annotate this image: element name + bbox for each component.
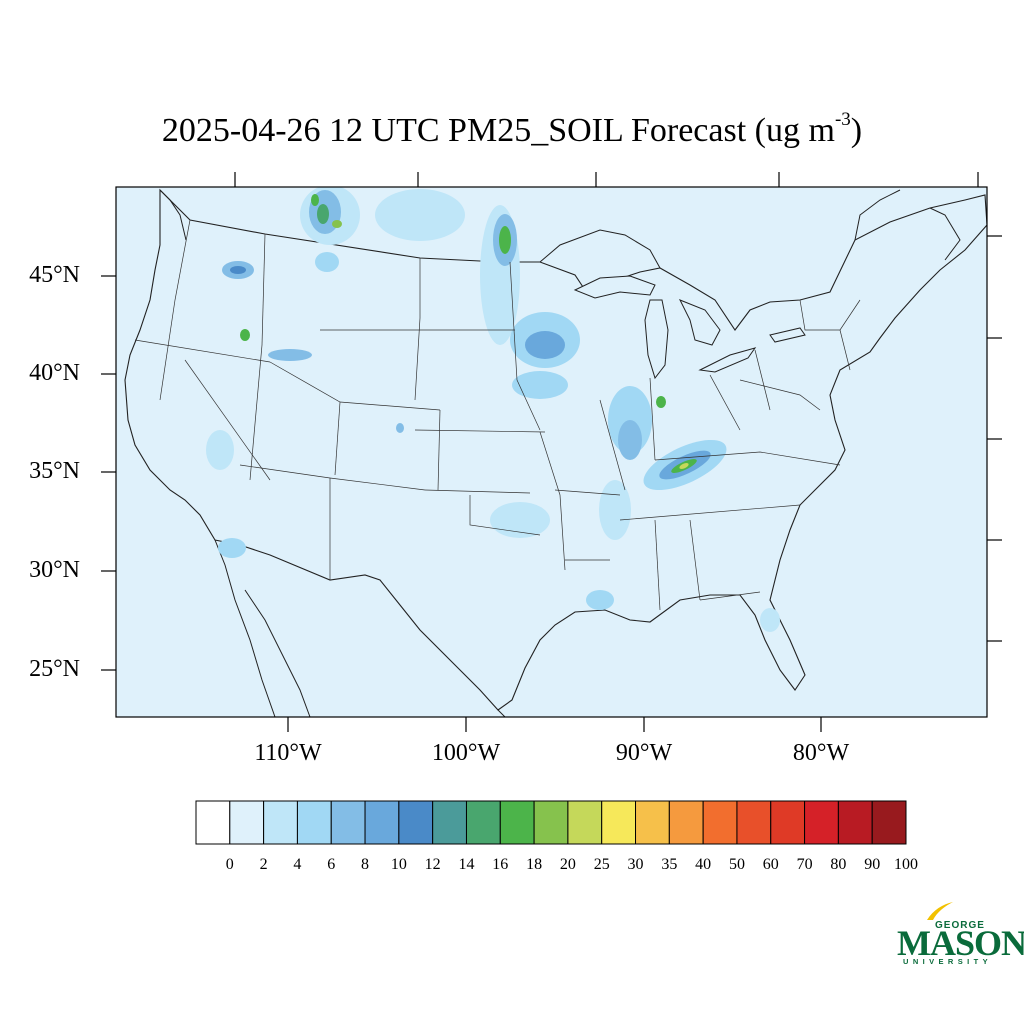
- colorbar-box: [195, 800, 231, 845]
- colorbar-box: [364, 800, 400, 845]
- lake-ontario: [769, 327, 806, 343]
- colorbar-box: [668, 800, 704, 845]
- swoosh-icon: [927, 902, 953, 920]
- colorbar-box: [770, 800, 806, 845]
- colorbar-box: [499, 800, 535, 845]
- colorbar-tick-label: 25: [593, 856, 610, 873]
- colorbar-box: [296, 800, 332, 845]
- colorbar-tick-label: 8: [361, 856, 370, 873]
- colorbar-box: [398, 800, 434, 845]
- lat-label-25: 25°N: [29, 656, 80, 682]
- canada-coast: [159, 189, 961, 269]
- colorbar-box: [871, 800, 907, 845]
- lat-label-35: 35°N: [29, 458, 80, 484]
- colorbar-tick-label: 60: [762, 856, 779, 873]
- colorbar-box: [229, 800, 265, 845]
- colorbar-tick-label: 40: [695, 856, 712, 873]
- colorbar-box: [263, 800, 298, 845]
- logo-george: GEORGE: [935, 920, 985, 931]
- map-title: 2025-04-26 12 UTC PM25_SOIL Forecast (ug…: [161, 108, 863, 149]
- colorbar-tick-label: 100: [894, 856, 918, 873]
- colorbar-box: [601, 800, 637, 845]
- colorbar-box: [533, 800, 569, 845]
- colorbar-box: [465, 800, 501, 845]
- lon-label-90: 90°W: [615, 740, 673, 766]
- colorbar-box: [702, 800, 738, 845]
- colorbar-tick-label: 6: [327, 856, 336, 873]
- colorbar-box: [330, 800, 366, 845]
- lake-erie: [698, 347, 757, 373]
- colorbar-box: [736, 800, 772, 845]
- lon-label-100: 100°W: [431, 740, 501, 766]
- lon-label-80: 80°W: [792, 740, 850, 766]
- colorbar-tick-label: 20: [559, 856, 576, 873]
- colorbar-tick-label: 0: [225, 856, 234, 873]
- lon-label-110: 110°W: [254, 740, 322, 766]
- colorbar-box: [837, 800, 873, 845]
- colorbar-tick-label: 80: [830, 856, 847, 873]
- logo-mason: MASON: [897, 923, 1024, 963]
- colorbar-tick-label: 10: [390, 856, 407, 873]
- colorbar-box: [432, 800, 467, 845]
- colorbar-tick-label: 70: [796, 856, 813, 873]
- colorbar-tick-label: 2: [259, 856, 268, 873]
- state-boundaries: [134, 219, 861, 611]
- colorbar-tick-label: 14: [458, 856, 475, 873]
- colorbar: [195, 800, 907, 845]
- colorbar-tick-label: 50: [728, 856, 745, 873]
- colorbar-box: [567, 800, 603, 845]
- axis-ticks: [101, 172, 1002, 732]
- pm25-plumes: [206, 187, 780, 632]
- colorbar-tick-label: 16: [492, 856, 509, 873]
- lat-label-30: 30°N: [29, 557, 80, 583]
- lake-huron: [678, 299, 721, 346]
- lake-michigan: [644, 299, 669, 380]
- lat-label-45: 45°N: [29, 262, 80, 288]
- lat-label-40: 40°N: [29, 360, 80, 386]
- colorbar-tick-label: 12: [424, 856, 441, 873]
- colorbar-tick-label: 18: [526, 856, 543, 873]
- colorbar-tick-label: 30: [627, 856, 644, 873]
- mexico-coast: [214, 539, 506, 717]
- colorbar-box: [804, 800, 839, 845]
- lake-superior: [573, 275, 656, 299]
- colorbar-box: [635, 800, 670, 845]
- gmu-logo: GEORGE MASON UNIVERSITY: [897, 900, 1024, 970]
- logo-university: UNIVERSITY: [903, 957, 993, 966]
- colorbar-tick-label: 90: [864, 856, 881, 873]
- colorbar-tick-label: 35: [661, 856, 678, 873]
- map-frame: [115, 186, 988, 718]
- colorbar-tick-label: 4: [293, 856, 302, 873]
